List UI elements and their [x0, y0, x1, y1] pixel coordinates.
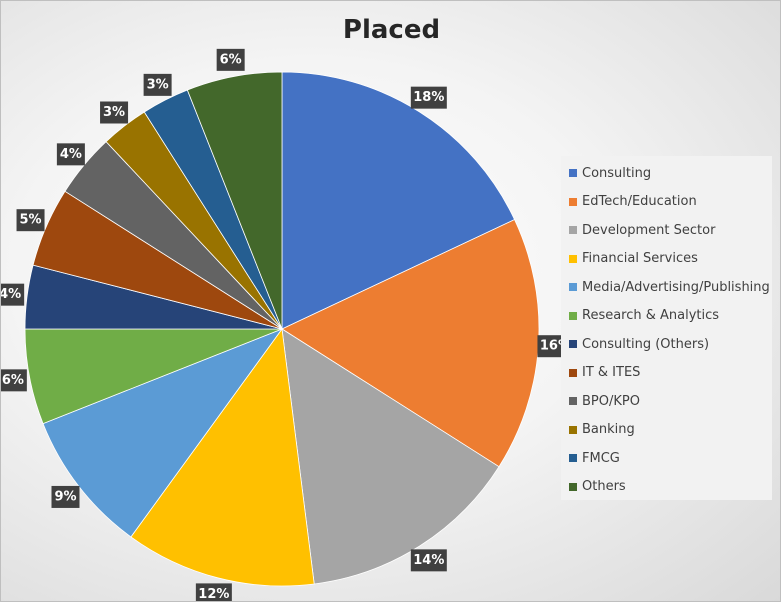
data-label-text: 18% [413, 90, 444, 105]
pie-slice-consulting [281, 71, 516, 330]
legend-swatch [569, 254, 577, 263]
legend-swatch [569, 169, 577, 178]
legend-item-edtech-education: EdTech/Education [561, 188, 772, 217]
data-label-text: 6% [2, 373, 24, 388]
pie-slice-development-sector [281, 328, 500, 585]
pie-slice-others [186, 71, 283, 330]
legend-label: IT & ITES [582, 365, 641, 381]
data-label-consulting-others: 4% [1, 283, 25, 306]
legend-swatch [569, 425, 577, 434]
data-label-media-advertising-publishing: 9% [51, 485, 80, 508]
data-label-box [56, 143, 85, 166]
data-label-text: 9% [54, 489, 76, 504]
legend-swatch [569, 482, 577, 491]
legend-item-fmcg: FMCG [561, 444, 772, 473]
data-label-box [410, 549, 447, 572]
legend: Consulting EdTech/Education Development Se… [561, 156, 772, 500]
legend-label: Research & Analytics [582, 308, 720, 324]
legend-swatch [569, 454, 577, 463]
data-label-research-analytics: 6% [1, 369, 27, 392]
legend-label: Others [582, 479, 626, 495]
legend-item-it-ites: IT & ITES [561, 359, 772, 388]
legend-item-media-advertising-publishing: Media/Advertising/Publishing [561, 273, 772, 302]
data-label-text: 14% [413, 553, 444, 568]
data-label-fmcg: 3% [143, 73, 172, 96]
data-label-box [410, 86, 447, 109]
legend-label: EdTech/Education [582, 194, 697, 210]
data-label-box [1, 283, 25, 306]
data-label-text: 3% [147, 77, 169, 92]
legend-swatch [569, 197, 577, 206]
legend-item-banking: Banking [561, 416, 772, 445]
data-label-box [100, 101, 129, 124]
data-label-box [1, 369, 27, 392]
legend-item-development-sector: Development Sector [561, 216, 772, 245]
data-label-box [216, 48, 245, 71]
data-label-banking: 3% [100, 101, 129, 124]
legend-item-consulting: Consulting [561, 159, 772, 188]
data-label-text: 12% [198, 587, 229, 602]
legend-label: FMCG [582, 450, 620, 466]
legend-label: Consulting (Others) [582, 336, 710, 352]
data-label-text: 4% [1, 287, 21, 302]
legend-swatch [569, 283, 577, 292]
data-label-development-sector: 14% [410, 549, 447, 572]
data-label-text: 3% [103, 105, 125, 120]
data-label-text: 5% [19, 213, 41, 228]
data-label-box [143, 73, 172, 96]
legend-item-consulting-others: Consulting (Others) [561, 330, 772, 359]
legend-swatch [569, 340, 577, 349]
legend-label: Media/Advertising/Publishing [582, 279, 770, 295]
data-label-box [51, 485, 80, 508]
legend-item-research-analytics: Research & Analytics [561, 302, 772, 331]
legend-swatch [569, 311, 577, 320]
legend-label: Development Sector [582, 222, 716, 238]
legend-label: BPO/KPO [582, 393, 640, 409]
legend-item-others: Others [561, 473, 772, 502]
data-label-consulting: 18% [410, 86, 447, 109]
legend-label: Banking [582, 422, 635, 438]
chart-title: Placed [342, 15, 441, 45]
data-label-others: 6% [216, 48, 245, 71]
data-label-box [195, 583, 232, 601]
data-label-bpo-kpo: 4% [56, 143, 85, 166]
legend-item-bpo-kpo: BPO/KPO [561, 387, 772, 416]
data-label-text: 4% [60, 147, 82, 162]
data-label-box [16, 209, 45, 232]
legend-swatch [569, 226, 577, 235]
data-label-it-ites: 5% [16, 209, 45, 232]
legend-swatch [569, 368, 577, 377]
legend-label: Consulting [582, 165, 652, 181]
legend-swatch [569, 397, 577, 406]
pie-slice-financial-services [130, 327, 315, 587]
legend-label: Financial Services [582, 251, 698, 267]
data-label-text: 6% [220, 52, 242, 67]
data-label-financial-services: 12% [195, 583, 232, 602]
legend-item-financial-services: Financial Services [561, 245, 772, 274]
